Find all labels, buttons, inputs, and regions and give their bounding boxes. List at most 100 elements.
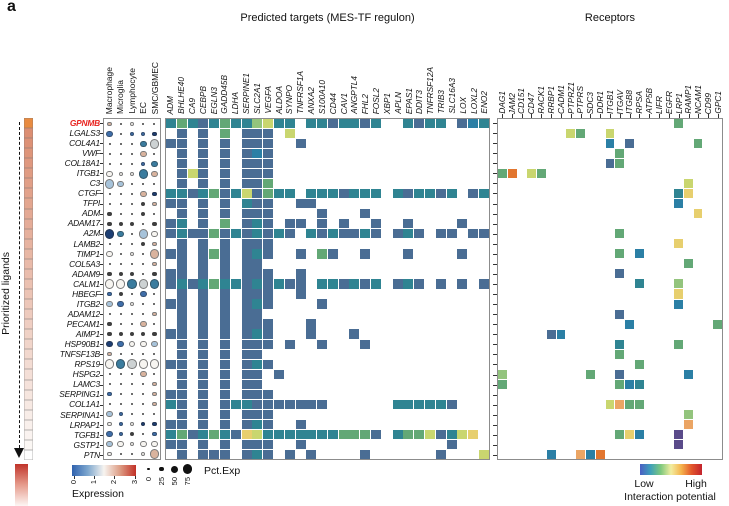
heatmap-cell — [230, 429, 241, 439]
heatmap-cell — [230, 189, 241, 199]
heatmap-cell — [615, 249, 625, 259]
heatmap-cell — [198, 259, 209, 269]
targets-column-labels: ADM BHLHE40 CA9 CEBPB EGLN3 GADD45B LDHA SERPIN… — [165, 32, 490, 114]
priority-strip-cell — [24, 409, 33, 420]
expression-tick-label: 2 — [109, 480, 119, 485]
gene-label: SERPINA1 — [60, 409, 100, 420]
heatmap-cell — [615, 369, 625, 379]
heatmap-cell — [317, 279, 328, 289]
priority-arrow-head-icon — [14, 448, 24, 458]
gene-label: AIMP1 — [75, 329, 100, 340]
heatmap-cell — [435, 279, 446, 289]
interaction-legend-label: Interaction potential — [624, 491, 716, 503]
expression-dot — [141, 201, 146, 207]
heatmap-cell — [198, 289, 209, 299]
expression-dot — [106, 250, 113, 258]
heatmap-cell — [176, 409, 187, 419]
axis-tick — [100, 424, 104, 426]
heatmap-cell — [586, 449, 595, 459]
heatmap-cell — [263, 189, 274, 199]
pct-size-dot — [147, 467, 150, 471]
heatmap-cell — [209, 189, 220, 199]
expression-dot — [117, 300, 125, 308]
expression-dot — [153, 372, 156, 376]
axis-tick — [100, 193, 104, 195]
expression-dot — [106, 340, 113, 348]
axis-tick — [600, 114, 602, 118]
heatmap-cell — [241, 279, 252, 289]
heatmap-cell — [219, 209, 230, 219]
heatmap-cell — [273, 119, 284, 129]
column-label: CA9 — [186, 97, 197, 114]
axis-tick — [100, 153, 104, 155]
heatmap-cell — [219, 249, 230, 259]
heatmap-cell — [498, 169, 507, 179]
heatmap-cell — [219, 449, 230, 459]
axis-tick — [610, 114, 611, 118]
heatmap-cell — [349, 189, 360, 199]
expression-dot — [106, 410, 113, 418]
expression-dot — [142, 352, 145, 356]
gene-label: COL5A3 — [69, 258, 100, 269]
heatmap-cell — [360, 229, 371, 239]
heatmap-cell — [166, 439, 176, 449]
expression-dot — [119, 152, 122, 156]
heatmap-cell — [295, 439, 306, 449]
gene-label: HSP90B1 — [64, 339, 101, 350]
heatmap-cell — [166, 429, 176, 439]
heatmap-cell — [219, 419, 230, 429]
column-label: LOXL2 — [468, 88, 479, 114]
expression-dot — [117, 440, 125, 448]
receptors-title: Receptors — [584, 12, 636, 24]
heatmap-cell — [252, 409, 263, 419]
expression-dot — [107, 121, 112, 127]
heatmap-cell — [219, 199, 230, 209]
expression-dot — [116, 359, 126, 369]
heatmap-cell — [187, 429, 198, 439]
axis-tick — [100, 304, 104, 306]
expression-dot — [119, 382, 122, 386]
heatmap-cell — [273, 229, 284, 239]
heatmap-cell — [537, 169, 546, 179]
column-label: TRIB3 — [436, 90, 447, 114]
gene-label: HSPG2 — [72, 369, 101, 380]
dotplot-row-ticks — [100, 118, 104, 460]
heatmap-cell — [674, 189, 683, 199]
axis-tick — [134, 476, 136, 479]
axis-tick — [100, 263, 104, 265]
heatmap-cell — [674, 439, 683, 449]
expression-dot — [107, 351, 112, 357]
axis-tick — [100, 123, 104, 125]
priority-strip-cell — [24, 178, 33, 189]
heatmap-cell — [371, 229, 382, 239]
heatmap-cell — [425, 189, 436, 199]
expression-dot — [117, 180, 125, 188]
heatmap-cell — [693, 209, 703, 219]
expression-dot — [130, 142, 134, 146]
column-label: CAV1 — [338, 92, 349, 114]
expression-dot — [118, 221, 123, 227]
heatmap-cell — [360, 119, 371, 129]
axis-tick — [659, 114, 661, 118]
priority-arrow-line — [19, 122, 20, 448]
expression-dot — [118, 421, 123, 427]
expression-dot — [107, 211, 112, 217]
expression-dot — [104, 279, 115, 289]
heatmap-cell — [446, 189, 457, 199]
expression-dot — [107, 451, 112, 457]
expression-dot — [139, 190, 147, 198]
expression-dot — [119, 312, 122, 316]
heatmap-cell — [403, 229, 414, 239]
receptors-left-ticks — [493, 118, 497, 460]
expression-dot — [153, 322, 156, 326]
priority-strip-cell — [24, 359, 33, 370]
expression-dot — [139, 320, 147, 328]
column-label: SDC3 — [585, 91, 596, 114]
gene-label: ITGB2 — [76, 298, 100, 309]
axis-tick — [668, 114, 670, 118]
expression-dot — [139, 150, 147, 158]
heatmap-cell — [576, 129, 586, 139]
heatmap-cell — [414, 119, 425, 129]
heatmap-cell — [241, 239, 252, 249]
heatmap-cell — [219, 189, 230, 199]
